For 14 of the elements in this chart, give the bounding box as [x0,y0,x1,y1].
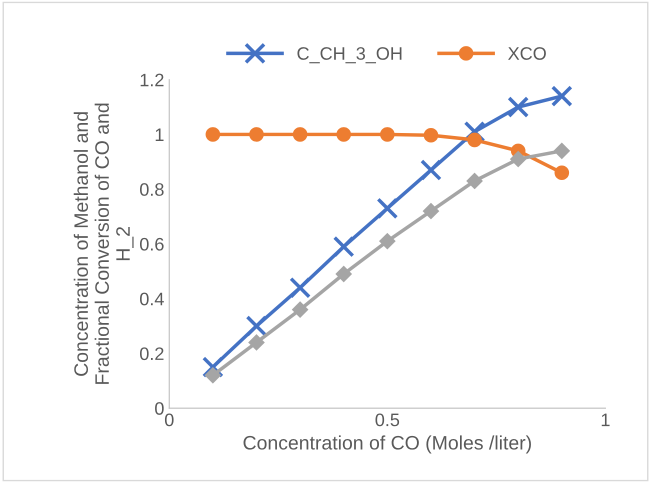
x-tick-label: 0 [164,413,174,426]
y-tick-label: 1 [156,128,164,141]
y-axis-title: Concentration of Methanol and Fractional Conversion of CO and H_2 [74,104,134,384]
y-tick-label: 0.4 [140,292,164,306]
legend-label: C_CH_3_OH [297,47,402,64]
y-tick-label: 0.2 [140,347,164,360]
y-tick-label: 1.2 [140,74,164,86]
y-tick-label: 0 [155,402,164,415]
y-tick-label: 0.8 [140,183,164,196]
x-tick-label: 0.5 [376,413,400,426]
legend-label: XCO [508,47,546,60]
x-tick-label: 1 [602,414,610,426]
x-axis-title: Concentration of CO (Moles /liter) [244,435,531,454]
y-tick-label: 0.6 [140,238,164,251]
